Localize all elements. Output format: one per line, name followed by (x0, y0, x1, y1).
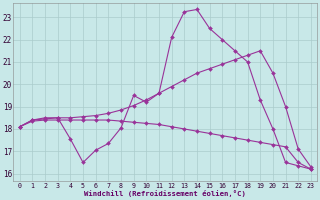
X-axis label: Windchill (Refroidissement éolien,°C): Windchill (Refroidissement éolien,°C) (84, 190, 246, 197)
